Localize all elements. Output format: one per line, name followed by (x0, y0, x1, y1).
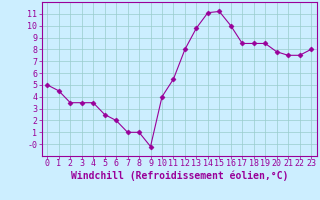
X-axis label: Windchill (Refroidissement éolien,°C): Windchill (Refroidissement éolien,°C) (70, 171, 288, 181)
